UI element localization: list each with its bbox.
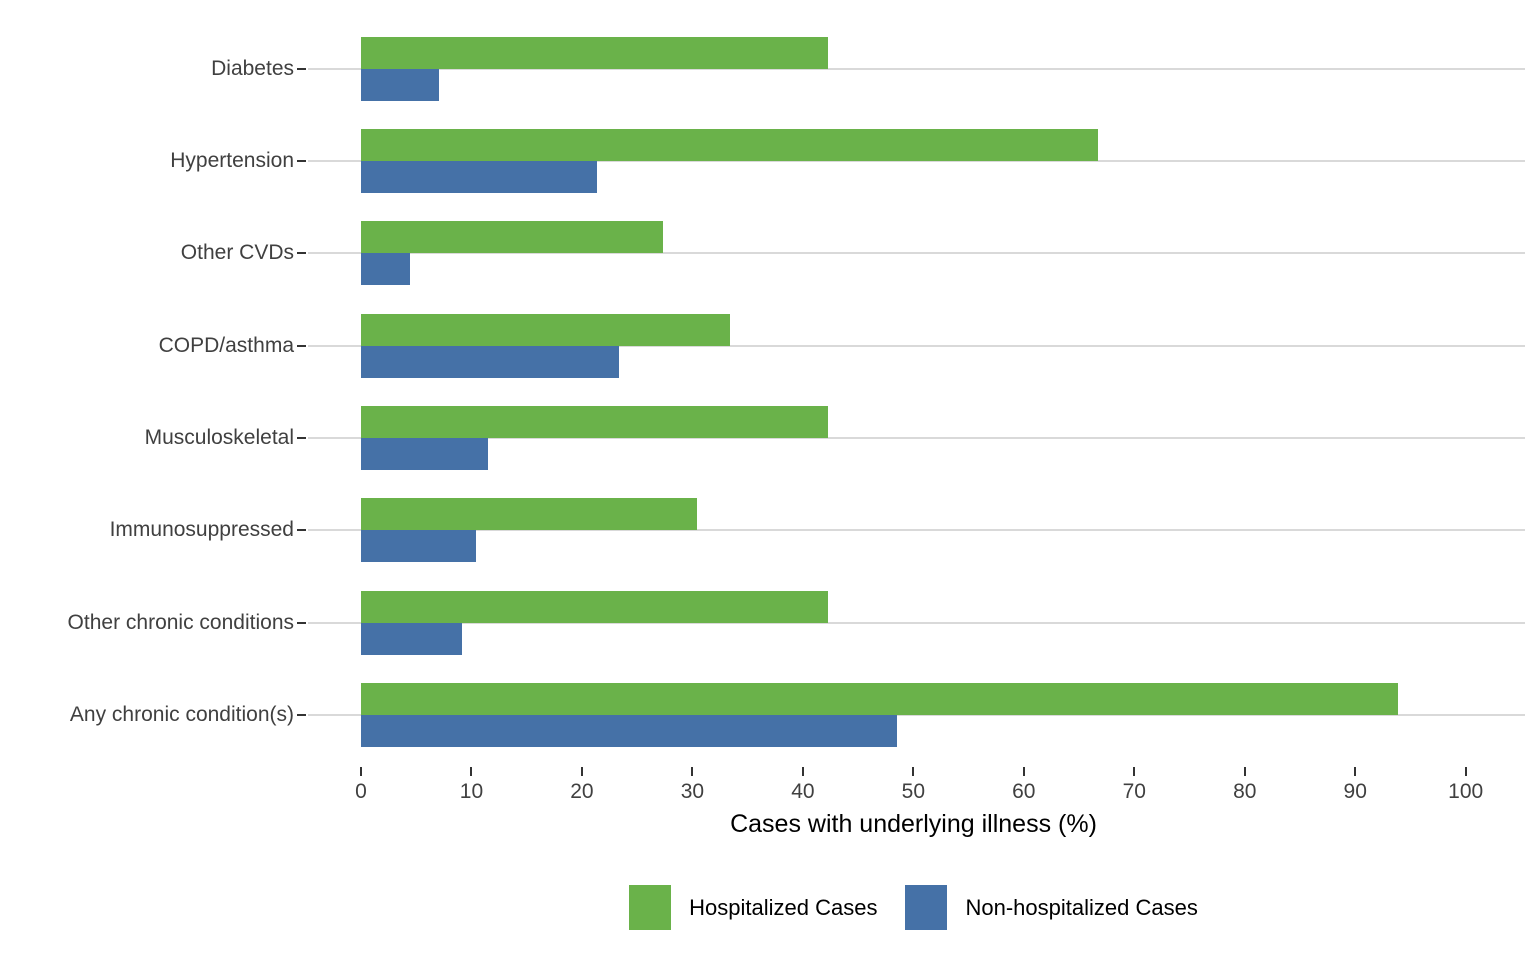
bar-hospitalized-cases [361, 313, 730, 346]
y-axis-label: Any chronic condition(s) [69, 702, 294, 726]
bar-hospitalized-cases [361, 36, 829, 69]
y-axis-tick [297, 529, 306, 532]
y-axis-tick [297, 713, 306, 716]
bar-hospitalized-cases [361, 129, 1098, 161]
y-axis-label: Musculoskeletal [144, 425, 294, 449]
bar-hospitalized-cases [361, 590, 829, 623]
legend-swatch-hospitalized-cases [629, 885, 672, 930]
x-axis-title: Cases with underlying illness (%) [730, 810, 1097, 838]
x-axis-tick-label: 70 [1122, 780, 1146, 803]
y-axis-tick [297, 344, 306, 347]
bar-non-hospitalized-cases [361, 437, 489, 470]
y-axis-label: COPD/asthma [158, 333, 294, 357]
x-axis-tick [1464, 767, 1467, 776]
y-axis-tick [297, 436, 306, 439]
x-axis-tick [1133, 767, 1136, 776]
x-axis-tick [1022, 767, 1025, 776]
grid-line [308, 67, 1525, 70]
grid-line [308, 436, 1525, 439]
x-axis-tick-label: 90 [1343, 780, 1367, 803]
x-axis-tick-label: 40 [791, 780, 815, 803]
y-axis-tick [297, 252, 306, 255]
bar-non-hospitalized-cases [361, 68, 440, 101]
x-axis-tick [1243, 767, 1246, 776]
legend-label-non-hospitalized-cases: Non-hospitalized Cases [965, 895, 1198, 920]
legend-item-hospitalized-cases: Hospitalized Cases [629, 885, 877, 930]
x-axis-tick-label: 80 [1233, 780, 1257, 803]
legend-swatch-non-hospitalized-cases [905, 885, 948, 930]
bar-non-hospitalized-cases [361, 345, 620, 378]
x-axis-tick-label: 20 [570, 780, 594, 803]
x-axis-tick-label: 50 [901, 780, 926, 803]
grid-line [308, 160, 1525, 162]
x-axis-tick [691, 767, 694, 776]
x-axis-tick [360, 767, 362, 776]
x-axis-tick-label: 0 [355, 780, 367, 803]
bar-non-hospitalized-cases [361, 161, 598, 193]
x-axis-tick [1354, 767, 1357, 776]
y-axis-tick [297, 621, 306, 624]
x-axis-tick [580, 767, 583, 776]
legend-item-non-hospitalized-cases: Non-hospitalized Cases [905, 885, 1198, 930]
bar-non-hospitalized-cases [361, 253, 410, 286]
x-axis-tick [801, 767, 804, 776]
legend-label-hospitalized-cases: Hospitalized Cases [689, 895, 878, 920]
bar-hospitalized-cases [361, 221, 663, 254]
x-axis-tick-label: 60 [1012, 780, 1036, 803]
bar-non-hospitalized-cases [361, 530, 476, 563]
grid-line [308, 344, 1525, 347]
bar-non-hospitalized-cases [361, 714, 897, 747]
y-axis-tick [297, 67, 306, 70]
legend: Hospitalized Cases Non-hospitalized Cases [361, 885, 1466, 930]
x-axis-tick [470, 767, 473, 776]
x-axis-tick-label: 100 [1448, 780, 1484, 803]
grid-line [308, 713, 1525, 716]
bar-hospitalized-cases [361, 498, 697, 531]
y-axis-label: Hypertension [170, 149, 294, 172]
y-axis-label: Immunosuppressed [109, 518, 294, 542]
y-axis-tick [297, 160, 306, 162]
grid-line [308, 621, 1525, 624]
x-axis-tick [912, 767, 915, 776]
bar-hospitalized-cases [361, 682, 1399, 715]
grid-line [308, 252, 1525, 255]
y-axis-label: Diabetes [211, 56, 294, 80]
bar-non-hospitalized-cases [361, 622, 462, 655]
y-axis-label: Other chronic conditions [67, 610, 294, 634]
x-axis-tick-label: 30 [680, 780, 705, 803]
y-axis-label: Other CVDs [180, 241, 294, 265]
bar-hospitalized-cases [361, 405, 829, 438]
grid-line [308, 529, 1525, 532]
x-axis-tick-label: 10 [459, 780, 484, 803]
